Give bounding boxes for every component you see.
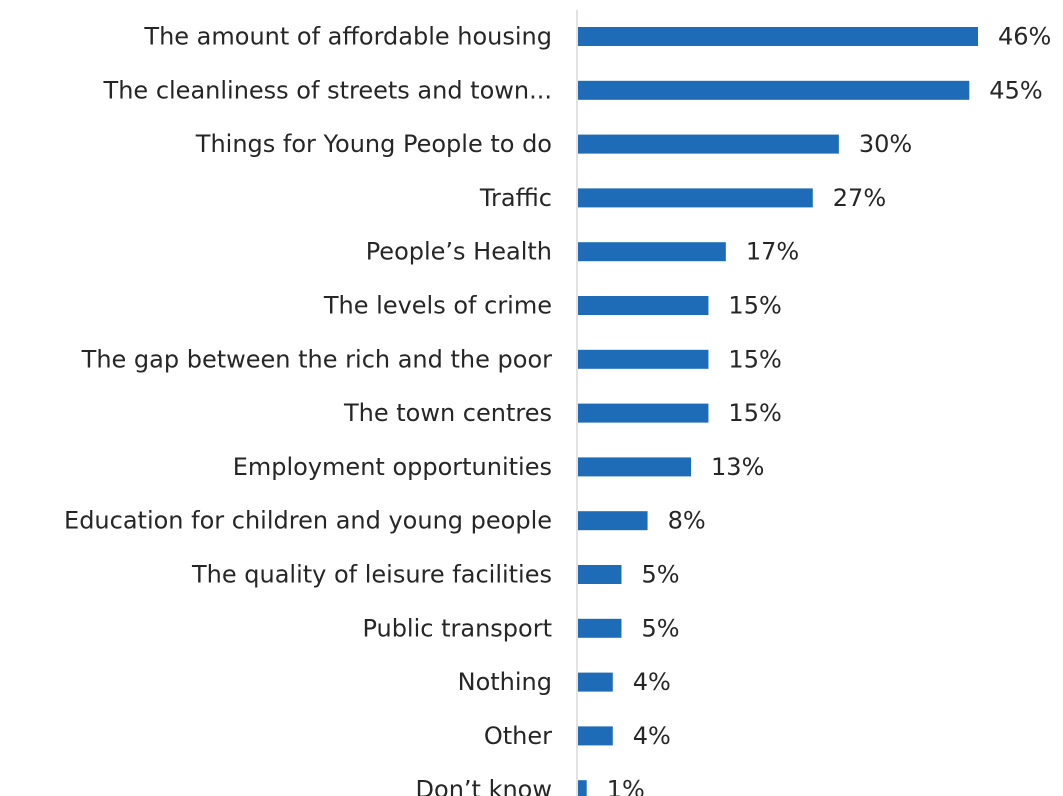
category-labels: The amount of affordable housing The clea… <box>64 23 552 796</box>
data-label: 27% <box>833 184 886 212</box>
category-label: The town centres <box>343 399 552 427</box>
bar <box>578 457 692 477</box>
data-label: 5% <box>641 561 679 589</box>
category-label: Other <box>484 722 552 750</box>
category-label: The amount of affordable housing <box>143 23 552 51</box>
bar <box>578 296 709 315</box>
bar <box>578 349 709 369</box>
data-label: 5% <box>641 614 679 642</box>
data-label: 4% <box>633 668 671 696</box>
data-label: 4% <box>633 722 671 750</box>
bar <box>578 188 813 208</box>
bar <box>578 511 648 531</box>
data-labels: 46% 45% 30% 27% 17% 15% 15% 15% 13%8% 5% 5% 4% 4% 1% <box>607 23 1052 796</box>
category-label: The levels of crime <box>323 292 552 320</box>
bar <box>578 403 709 423</box>
data-label: 8% <box>668 507 706 535</box>
data-label: 15% <box>728 345 781 373</box>
bar <box>578 80 970 100</box>
category-label: The cleanliness of streets and town... <box>103 76 552 104</box>
category-label: Traffic <box>479 184 552 212</box>
bar <box>578 134 839 154</box>
category-label: People’s Health <box>366 238 552 266</box>
bar <box>578 27 978 46</box>
category-label: Nothing <box>458 668 552 696</box>
data-label: 15% <box>728 399 781 427</box>
category-label: Things for Young People to do <box>195 130 552 158</box>
category-label: Education for children and young people <box>64 507 552 535</box>
data-label: 30% <box>859 130 912 158</box>
data-label: 13% <box>711 453 764 481</box>
bar <box>578 672 613 692</box>
data-label: 15% <box>728 292 781 320</box>
data-label: 45% <box>989 76 1042 104</box>
category-label: The quality of leisure facilities <box>191 561 552 589</box>
data-label: 1% <box>607 776 645 796</box>
data-label: 46% <box>998 23 1051 51</box>
bar <box>578 780 587 796</box>
category-label: Don’t know <box>416 776 552 796</box>
bars <box>578 27 978 796</box>
bar <box>578 242 726 262</box>
category-label: Employment opportunities <box>233 453 552 481</box>
bar <box>578 726 613 746</box>
bar <box>578 565 622 584</box>
category-label: The gap between the rich and the poor <box>81 345 552 373</box>
bar <box>578 618 622 638</box>
data-label: 17% <box>746 238 799 266</box>
category-label: Public transport <box>362 614 552 642</box>
